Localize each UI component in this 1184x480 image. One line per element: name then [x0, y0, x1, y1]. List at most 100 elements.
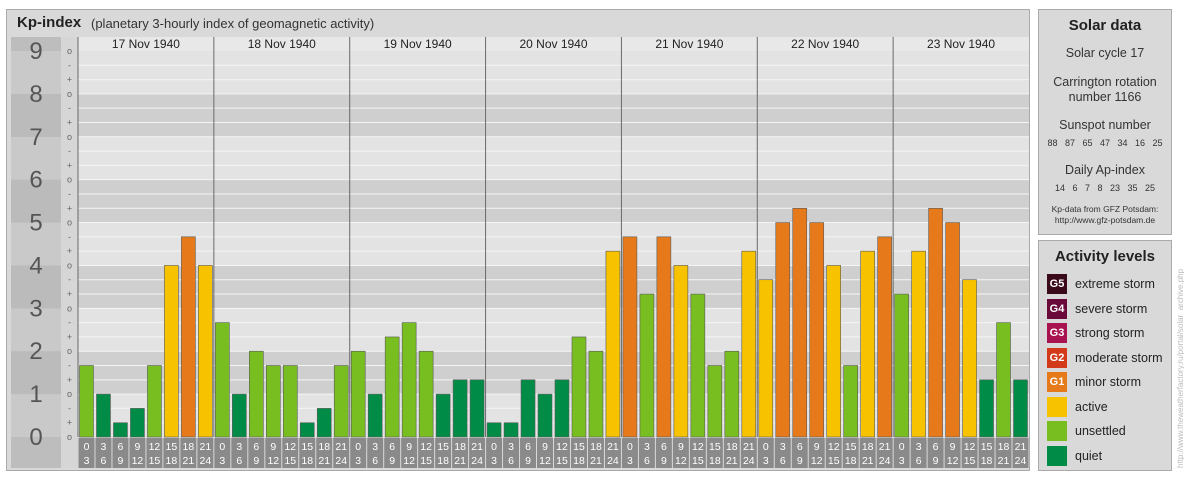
kp-bar [911, 250, 926, 438]
kp-bar [130, 408, 145, 438]
y-band-8 [11, 51, 61, 94]
kp-bar [350, 350, 366, 438]
interval-label-cell [146, 438, 163, 468]
interval-label-cell [774, 438, 791, 468]
interval-label-cell [486, 438, 503, 468]
minor-tick-label: - [68, 361, 71, 371]
legend-item: G3 strong storm [1047, 322, 1144, 344]
interval-end-label: 15 [964, 455, 976, 467]
legend-item: unsettled [1047, 420, 1126, 442]
interval-end-label: 9 [797, 455, 803, 467]
kp-bar [894, 293, 909, 438]
day-label: 22 Nov 1940 [791, 37, 859, 51]
legend-swatch: G3 [1047, 323, 1067, 343]
interval-label-cell [180, 438, 197, 468]
interval-label-cell [587, 438, 604, 468]
interval-start-label: 6 [525, 441, 531, 453]
interval-start-label: 18 [998, 441, 1010, 453]
solar-cycle: Solar cycle 17 [1065, 46, 1145, 60]
interval-end-label: 15 [556, 455, 568, 467]
interval-start-label: 15 [709, 441, 721, 453]
kp-bar [996, 322, 1011, 438]
interval-end-label: 18 [981, 455, 993, 467]
kp-bar [826, 265, 841, 438]
legend-label: unsettled [1075, 424, 1126, 438]
date-header [78, 37, 1029, 51]
interval-start-label: 21 [335, 441, 347, 453]
legend-item: G5 extreme storm [1047, 273, 1155, 295]
interval-start-label: 0 [627, 441, 633, 453]
interval-label-cell [706, 438, 723, 468]
interval-start-label: 0 [219, 441, 225, 453]
y-band-4 [11, 222, 61, 266]
band-8 [78, 51, 1029, 94]
interval-start-label: 21 [879, 441, 891, 453]
interval-end-label: 21 [862, 455, 874, 467]
kp-bar [452, 379, 468, 438]
kp-bar [503, 422, 519, 438]
minor-tick-label: - [68, 403, 71, 413]
legend-label: moderate storm [1075, 350, 1163, 365]
interval-end-label: 12 [811, 455, 823, 467]
legend-item: G1 minor storm [1047, 371, 1141, 393]
minor-tick-label: + [67, 289, 72, 299]
minor-tick-label: - [68, 318, 71, 328]
minor-tick-label: + [67, 203, 72, 213]
kp-bar [316, 408, 332, 438]
legend-label: extreme storm [1075, 277, 1155, 291]
kp-bar [707, 365, 723, 438]
source-line2: http://www.gfz-potsdam.de [1054, 215, 1156, 225]
solar-data-title: Solar data [1068, 17, 1142, 34]
day-label: 17 Nov 1940 [112, 37, 180, 51]
interval-end-label: 3 [899, 455, 905, 467]
y-band-6 [11, 136, 61, 180]
interval-start-label: 18 [862, 441, 874, 453]
day-label: 23 Nov 1940 [927, 37, 995, 51]
minor-tick-column [61, 37, 78, 468]
kp-bar [588, 350, 604, 438]
interval-label-cell [893, 438, 910, 468]
interval-end-label: 21 [590, 455, 602, 467]
interval-end-label: 15 [149, 455, 161, 467]
minor-tick-label: o [67, 303, 72, 313]
kp-bar [1013, 379, 1028, 438]
kp-bar [469, 379, 485, 438]
interval-end-label: 12 [132, 455, 144, 467]
minor-tick-label: - [68, 103, 71, 113]
interval-label-cell [350, 438, 367, 468]
kp-bar [147, 365, 162, 438]
interval-end-label: 3 [763, 455, 769, 467]
activity-levels-panel: Activity levels G5 extreme storm G4 severe … [1038, 240, 1172, 471]
interval-end-label: 18 [709, 455, 721, 467]
interval-end-label: 15 [828, 455, 840, 467]
minor-tick-label: + [67, 246, 72, 256]
interval-start-label: 0 [491, 441, 497, 453]
kp-bar [435, 393, 451, 438]
interval-label-cell [282, 438, 299, 468]
carrington-line2: number 1166 [1068, 90, 1142, 104]
day-label: 21 Nov 1940 [655, 37, 723, 51]
interval-start-label: 15 [981, 441, 993, 453]
interval-label-cell [384, 438, 401, 468]
legend-swatch [1047, 445, 1067, 466]
kp-bar [809, 222, 825, 438]
interval-start-label: 12 [828, 441, 840, 453]
band-7 [78, 93, 1029, 137]
kp-bar [860, 250, 875, 438]
interval-start-label: 0 [899, 441, 905, 453]
carrington-line1: Carrington rotation [1053, 75, 1157, 89]
interval-end-label: 6 [916, 455, 922, 467]
interval-label-cell [503, 438, 520, 468]
interval-label-cell [299, 438, 316, 468]
kp-bar [741, 250, 757, 438]
band-5 [78, 179, 1029, 223]
minor-tick-label: + [67, 117, 72, 127]
minor-tick-label: o [67, 432, 72, 442]
day-label: 19 Nov 1940 [384, 37, 452, 51]
interval-start-label: 3 [644, 441, 650, 453]
interval-end-label: 21 [454, 455, 466, 467]
interval-start-label: 21 [1015, 441, 1027, 453]
interval-label-cell [401, 438, 418, 468]
kp-bar [266, 365, 281, 438]
legend-item: active [1047, 396, 1108, 418]
